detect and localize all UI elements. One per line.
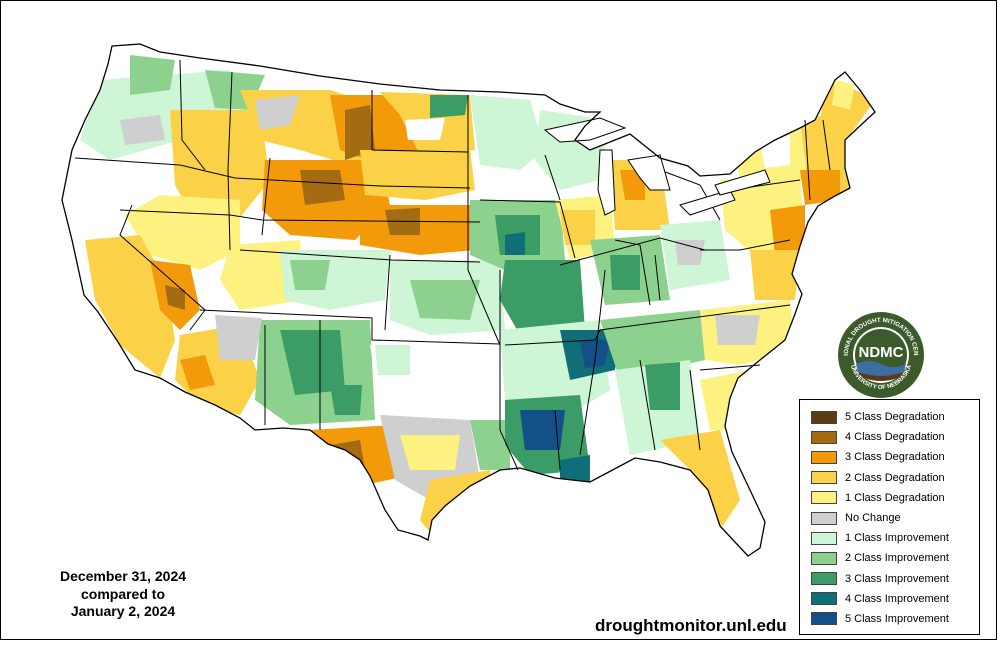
- legend-item: 2 Class Improvement: [811, 548, 979, 568]
- legend-swatch: [811, 491, 837, 505]
- legend-items: 5 Class Degradation 4 Class Degradation 3 …: [811, 407, 979, 629]
- legend-swatch: [811, 612, 837, 626]
- legend-item: 2 Class Degradation: [811, 468, 979, 488]
- legend-label: 1 Class Improvement: [845, 532, 949, 545]
- legend-label: 1 Class Degradation: [845, 491, 945, 504]
- date-previous: January 2, 2024: [70, 603, 176, 619]
- legend-item: 3 Class Degradation: [811, 447, 979, 467]
- legend-item: 5 Class Improvement: [811, 609, 979, 629]
- legend-swatch: [811, 410, 837, 424]
- legend-item: 4 Class Improvement: [811, 589, 979, 609]
- legend-item: 3 Class Improvement: [811, 569, 979, 589]
- legend-label: 4 Class Improvement: [845, 592, 949, 605]
- legend-label: 2 Class Improvement: [845, 552, 949, 565]
- legend-item: 5 Class Degradation: [811, 407, 979, 427]
- legend-label: 3 Class Degradation: [845, 451, 945, 464]
- legend-label: 2 Class Degradation: [845, 471, 945, 484]
- legend-swatch: [811, 430, 837, 444]
- great-lakes: [543, 117, 771, 216]
- legend-swatch: [811, 511, 837, 525]
- date-compared-to: compared to: [80, 585, 165, 602]
- legend-item: 1 Class Degradation: [811, 488, 979, 508]
- legend-swatch: [811, 531, 837, 545]
- state-borders: [74, 59, 831, 471]
- map-legend: 5 Class Degradation 4 Class Degradation 3 …: [799, 399, 980, 635]
- legend-swatch: [811, 592, 837, 606]
- legend-item: 4 Class Degradation: [811, 427, 979, 447]
- legend-item: 1 Class Improvement: [811, 528, 979, 548]
- legend-label: 3 Class Improvement: [845, 572, 949, 585]
- logo-acronym: NDMC: [859, 344, 904, 361]
- website-url: droughtmonitor.unl.edu: [595, 616, 787, 635]
- drought-change-regions: [75, 55, 875, 545]
- legend-swatch: [811, 450, 837, 464]
- legend-item: No Change: [811, 508, 979, 528]
- legend-label: 5 Class Improvement: [845, 612, 949, 625]
- date-comparison: December 31, 2024 compared to January 2,…: [28, 568, 218, 621]
- legend-swatch: [811, 551, 837, 565]
- ndmc-logo: NDMC NATIONAL DROUGHT MITIGATION CENTER …: [834, 305, 926, 400]
- date-current: December 31, 2024: [59, 568, 187, 584]
- legend-swatch: [811, 572, 837, 586]
- legend-label: No Change: [845, 512, 901, 525]
- legend-label: 5 Class Degradation: [845, 411, 945, 424]
- legend-label: 4 Class Degradation: [845, 431, 945, 444]
- legend-swatch: [811, 471, 837, 485]
